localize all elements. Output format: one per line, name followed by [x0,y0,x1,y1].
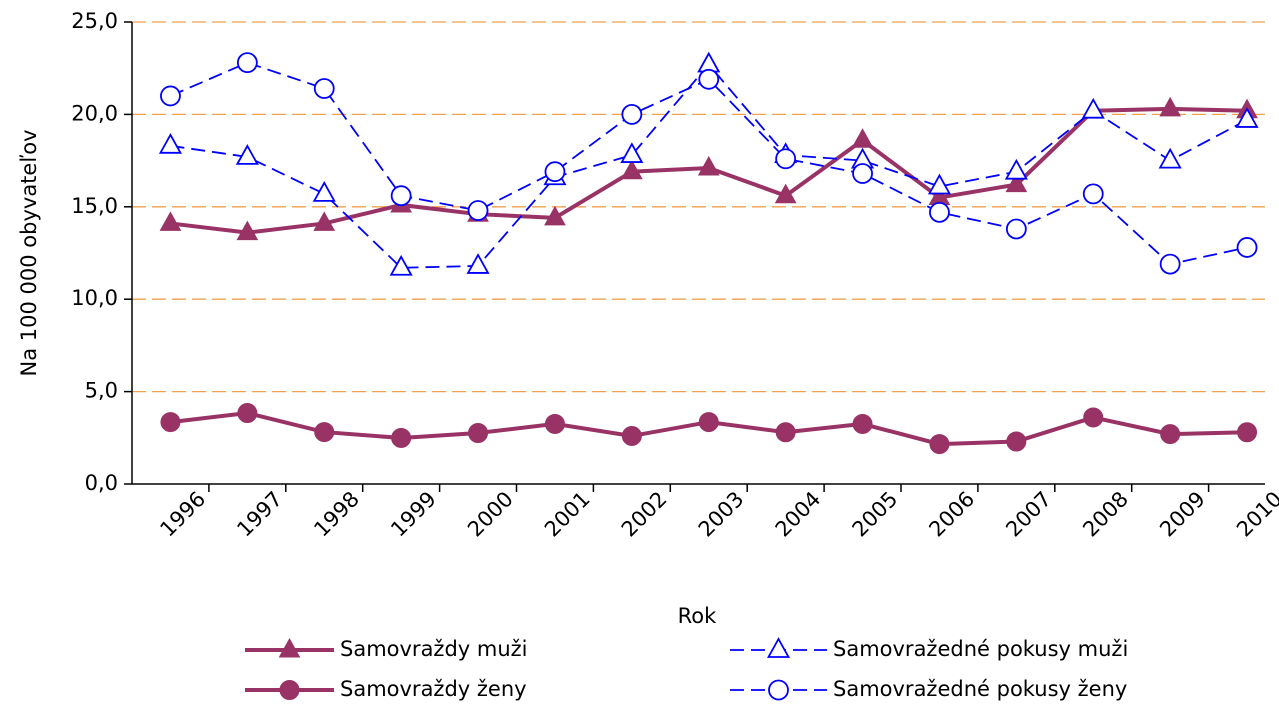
data-point [1235,107,1259,128]
data-point [236,220,259,241]
data-point [698,68,720,90]
x-tick-label: 2006 [924,487,979,542]
data-point [697,51,721,73]
data-point [159,211,182,231]
data-point [236,52,258,74]
data-point [1004,158,1028,180]
data-point [851,128,874,148]
data-point [1081,97,1105,119]
data-point [544,413,565,434]
legend-marker [278,637,301,658]
data-point [621,159,643,180]
x-tick-label: 1999 [386,487,441,542]
x-tick-label: 2005 [848,487,903,542]
data-point [544,161,566,183]
data-point [390,185,412,207]
data-point [235,144,259,165]
data-point [389,254,413,276]
data-point [160,85,181,107]
data-point [852,413,873,434]
y-tick-label: 10,0 [71,286,118,310]
data-point [698,412,719,433]
data-point [314,422,335,443]
data-point [467,200,489,221]
data-point [1159,253,1181,275]
data-point [1005,218,1027,240]
data-point [313,78,335,99]
legend-marker [768,679,789,701]
data-point [313,211,336,231]
x-tick-label: 2008 [1078,487,1133,542]
data-point [160,412,181,433]
x-tick-label: 2007 [1001,487,1056,542]
data-point [1160,424,1181,445]
data-point [468,422,489,443]
data-point [775,148,797,170]
data-point [1236,237,1258,258]
y-tick-label: 0,0 [85,471,118,495]
data-point [621,425,642,446]
x-tick-label: 2002 [617,487,672,542]
data-point [1082,183,1104,205]
data-point [774,183,797,204]
data-point [1083,407,1104,428]
x-tick-label: 2001 [540,487,595,542]
legend-label: Samovražedné pokusy ženy [833,677,1127,701]
data-point [1005,172,1028,193]
legend-label: Samovraždy ženy [340,677,527,701]
data-point [620,142,644,163]
x-tick-label: 1998 [309,487,364,542]
data-point [852,163,873,184]
data-point [927,173,951,195]
data-point [1006,431,1027,452]
data-point [929,201,950,223]
y-axis-label: Na 100 000 obyvateľov [17,130,41,377]
legend-label: Samovražedné pokusy muži [833,637,1128,661]
data-point [466,253,490,274]
data-point [775,422,796,443]
data-point [158,132,182,154]
x-tick-label: 2010 [1232,487,1279,542]
x-tick-label: 1997 [232,487,287,542]
data-point [697,155,720,176]
legend-marker [766,637,791,658]
y-tick-label: 20,0 [71,101,118,125]
data-point [544,205,566,226]
data-point [312,181,336,202]
legend-label: Samovraždy muži [340,637,528,661]
legend-marker [279,680,300,700]
y-tick-label: 25,0 [71,9,118,33]
y-tick-label: 5,0 [85,379,118,403]
x-tick-label: 2004 [771,487,826,542]
y-tick-label: 15,0 [71,194,118,218]
data-point [391,427,412,448]
x-axis-label: Rok [678,604,717,628]
x-tick-label: 2009 [1155,487,1210,542]
data-point [1159,96,1181,117]
x-tick-label: 2003 [694,487,749,542]
data-point [621,104,643,125]
data-point [929,434,950,455]
data-point [1237,422,1258,443]
data-point [237,403,258,424]
x-tick-label: 1996 [155,487,210,542]
x-tick-label: 2000 [463,487,518,542]
data-point [1158,147,1182,169]
